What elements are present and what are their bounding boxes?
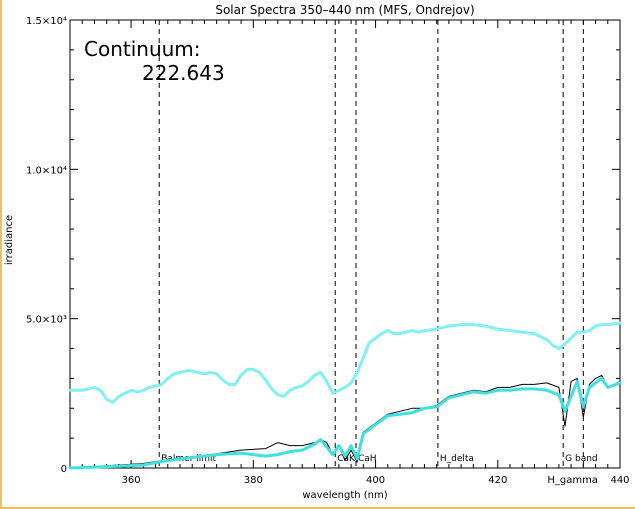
x-tick-label: 400 <box>366 475 385 486</box>
series-line <box>68 321 622 404</box>
x-axis-ticks: 360 380 400 420 440 <box>69 20 630 486</box>
y-tick-label: 1.0×10⁴ <box>26 165 67 176</box>
y-axis-label: irradiance <box>4 215 15 265</box>
marker-label: CaK <box>337 454 356 464</box>
x-tick-label: 440 <box>610 475 629 486</box>
marker-label: CaH <box>358 454 377 464</box>
series-group <box>68 321 622 470</box>
y-tick-label: 1.5×10⁴ <box>26 16 67 27</box>
y-axis-ticks: 0 5.0×10³ 1.0×10⁴ 1.5×10⁴ <box>26 16 620 475</box>
continuum-value: 222.643 <box>142 61 225 85</box>
plot-frame <box>69 19 621 469</box>
x-tick-label: 380 <box>244 475 263 486</box>
series-line <box>68 376 622 470</box>
y-tick-label: 0 <box>61 464 67 475</box>
continuum-label: Continuum: <box>84 37 201 61</box>
x-tick-label: 360 <box>122 475 141 486</box>
left-border <box>0 0 2 509</box>
marker-label: H_delta <box>440 454 474 464</box>
chart-title: Solar Spectra 350–440 nm (MFS, Ondrejov) <box>215 3 474 17</box>
x-tick-label: 420 <box>488 475 507 486</box>
marker-label: G band <box>565 454 597 464</box>
bottom-border <box>0 507 635 509</box>
y-tick-label: 5.0×10³ <box>26 315 67 326</box>
marker-label: H_gamma <box>547 475 598 486</box>
x-axis-label: wavelength (nm) <box>302 490 387 501</box>
